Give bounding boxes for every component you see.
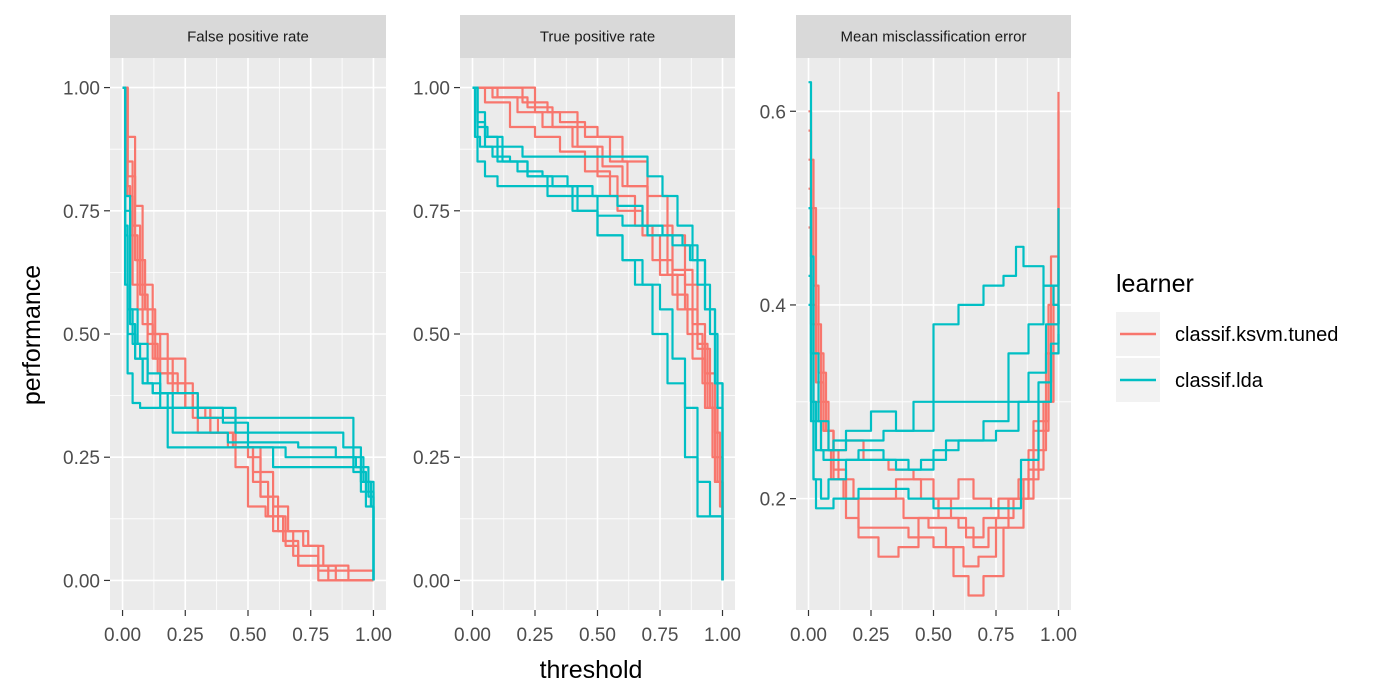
facet-strip-label: Mean misclassification error	[841, 29, 1027, 46]
y-tick-label: 0.2	[760, 490, 786, 511]
series-line-classif-ksvm-tuned	[472, 86, 724, 581]
series-line-classif-lda	[472, 86, 724, 581]
x-tick-label: 0.25	[853, 625, 890, 646]
legend-label: classif.lda	[1175, 370, 1264, 392]
y-tick-label: 0.00	[63, 571, 100, 592]
facet-strip	[110, 15, 386, 58]
y-tick-label: 0.50	[63, 325, 100, 346]
y-tick-label: 0.00	[413, 571, 450, 592]
facet-panel-3: Mean misclassification error 0.2 0.4 0.6 0.0…	[760, 15, 1077, 646]
series-line-classif-lda	[808, 81, 1060, 452]
legend: learner classif.ksvm.tuned classif.lda	[1116, 270, 1338, 402]
x-tick-label: 0.00	[104, 625, 141, 646]
facet-panel-2: True positive rate 0.00 0.25 0.50 0.75 1.00 0.…	[413, 15, 741, 646]
facet-strip	[460, 15, 735, 58]
y-tick-label: 0.50	[413, 325, 450, 346]
y-tick-label: 0.25	[63, 448, 100, 469]
facet-strip	[796, 15, 1071, 58]
x-tick-label: 0.50	[915, 625, 952, 646]
y-tick-label: 0.25	[413, 448, 450, 469]
y-tick-label: 1.00	[63, 79, 100, 100]
facet-panels: False positive rate 0.00 0.25 0.50 0.75 1.00 0…	[63, 15, 1077, 646]
series-line-classif-lda	[122, 86, 375, 581]
legend-title: learner	[1116, 270, 1194, 298]
facet-panel-1: False positive rate 0.00 0.25 0.50 0.75 1.00 0…	[63, 15, 392, 646]
series-line-classif-ksvm-tuned	[808, 187, 1060, 539]
x-tick-label: 0.00	[790, 625, 827, 646]
series-line-classif-lda	[122, 86, 375, 581]
x-tick-label: 0.75	[642, 625, 679, 646]
series-line-classif-lda	[122, 86, 375, 581]
x-tick-label: 0.25	[517, 625, 554, 646]
y-tick-label: 1.00	[413, 79, 450, 100]
series-line-classif-lda	[122, 86, 375, 581]
facet-strip-label: False positive rate	[187, 29, 309, 46]
y-axis-title: performance	[18, 265, 46, 405]
legend-entry: classif.lda	[1116, 358, 1264, 402]
legend-label: classif.ksvm.tuned	[1175, 324, 1338, 346]
x-tick-label: 0.00	[454, 625, 491, 646]
x-tick-label: 1.00	[355, 625, 392, 646]
legend-entry: classif.ksvm.tuned	[1116, 312, 1338, 356]
y-tick-label: 0.75	[413, 202, 450, 223]
y-tick-label: 0.4	[760, 296, 787, 317]
series-line-classif-lda	[808, 303, 1060, 500]
facet-strip-label: True positive rate	[540, 29, 655, 46]
x-tick-label: 0.50	[579, 625, 616, 646]
series-line-classif-lda	[808, 207, 1060, 510]
x-tick-label: 1.00	[1040, 625, 1077, 646]
series-line-classif-ksvm-tuned	[472, 86, 724, 581]
x-tick-label: 0.75	[978, 625, 1015, 646]
y-tick-label: 0.75	[63, 202, 100, 223]
x-tick-label: 1.00	[704, 625, 741, 646]
x-tick-label: 0.50	[230, 625, 267, 646]
series-line-classif-ksvm-tuned	[472, 86, 724, 581]
series-line-classif-lda	[472, 86, 724, 581]
x-tick-label: 0.25	[167, 625, 204, 646]
series-line-classif-lda	[472, 86, 724, 581]
x-axis-title: threshold	[540, 656, 643, 684]
y-tick-label: 0.6	[760, 102, 786, 123]
x-tick-label: 0.75	[292, 625, 329, 646]
